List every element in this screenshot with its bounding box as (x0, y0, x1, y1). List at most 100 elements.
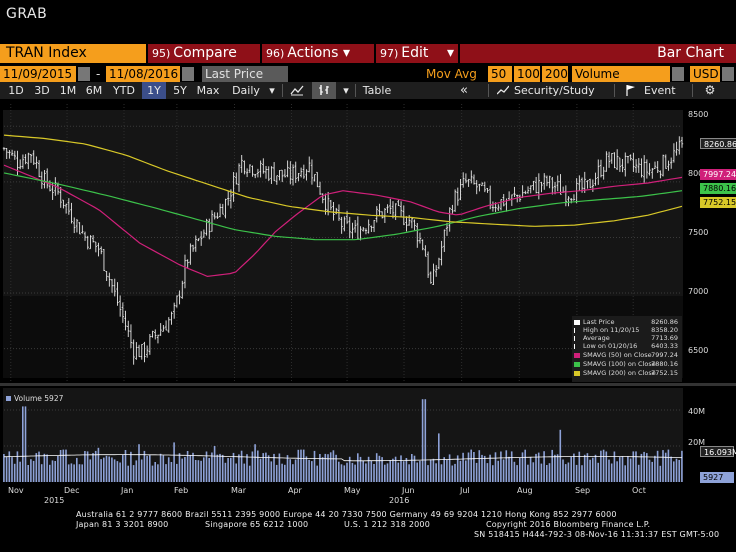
volume-panel (3, 388, 683, 482)
mov-avg-50-field[interactable]: 50 (488, 66, 512, 82)
ohlc-bar (370, 225, 373, 232)
ohlc-bar (475, 180, 478, 195)
ohlc-bar (597, 159, 600, 185)
volume-bar (124, 450, 127, 482)
period-5y-button[interactable]: 5Y (173, 84, 187, 97)
end-date-field[interactable]: 11/08/2016 (106, 66, 180, 82)
ohlc-bar (364, 228, 368, 235)
ohlc-bar (543, 173, 546, 190)
period-1m-button[interactable]: 1M (59, 84, 77, 97)
period-ytd-button[interactable]: YTD (113, 84, 135, 97)
volume-bar (297, 449, 300, 482)
ohlc-bar (24, 154, 27, 165)
volume-bar (235, 463, 237, 482)
volume-bar (27, 465, 29, 482)
chart-type-button[interactable]: Bar Chart (460, 44, 736, 63)
lower-panel-dropdown[interactable] (672, 67, 684, 81)
volume-bar (305, 456, 308, 482)
volume-bar (548, 463, 551, 482)
volume-bar (49, 464, 51, 482)
event-button[interactable]: Event (644, 84, 676, 97)
bar-style-icon[interactable] (312, 82, 336, 99)
period-max-button[interactable]: Max (196, 84, 220, 97)
volume-bar (651, 461, 653, 482)
currency-dropdown[interactable] (722, 67, 734, 81)
price-chart[interactable] (0, 100, 736, 384)
ohlc-bar (5, 148, 8, 159)
ohlc-bar (191, 244, 195, 252)
ohlc-bar (615, 149, 619, 170)
volume-bar (62, 449, 65, 482)
compare-button[interactable]: 95) Compare (148, 44, 260, 63)
ohlc-bar (548, 175, 551, 189)
volume-bar (659, 465, 662, 482)
legend-smavg50: SMAVG (50) on Close 7997.24 (574, 351, 680, 359)
lower-panel-select[interactable]: Volume (572, 66, 670, 82)
smavg100-tag: 7880.16 (700, 183, 736, 194)
ohlc-bar (348, 216, 351, 239)
volume-bar (76, 457, 78, 482)
period-1d-button[interactable]: 1D (8, 84, 24, 97)
ohlc-bar (659, 170, 662, 179)
currency-select[interactable]: USD (690, 66, 720, 82)
start-calendar-icon[interactable] (78, 67, 90, 81)
volume-bottom-tag: 5927 (700, 472, 734, 483)
ohlc-bar (275, 175, 279, 185)
volume-bar (22, 406, 24, 482)
volume-chart[interactable] (0, 386, 736, 486)
volume-bar (230, 457, 232, 482)
period-3d-button[interactable]: 3D (34, 84, 50, 97)
frequency-select[interactable]: Daily (232, 84, 260, 97)
volume-bar (343, 465, 346, 482)
ohlc-bar (599, 159, 603, 178)
ohlc-bar (356, 216, 360, 240)
period-1y-button[interactable]: 1Y (142, 82, 166, 99)
security-study-button[interactable]: Security/Study (514, 84, 595, 97)
start-date-field[interactable]: 11/09/2015 (0, 66, 76, 82)
line-draw-icon[interactable] (288, 82, 306, 99)
ohlc-bar (159, 323, 162, 336)
ohlc-bar (213, 212, 216, 220)
volume-bar (221, 454, 224, 482)
bar-style-dropdown-icon[interactable]: ▾ (343, 84, 349, 97)
volume-bar (348, 456, 351, 482)
ohlc-bar (410, 217, 414, 229)
volume-bar (140, 459, 143, 482)
volume-bar (556, 454, 559, 482)
volume-bar (262, 453, 264, 482)
volume-bar (532, 462, 535, 482)
ohlc-bar (118, 295, 122, 317)
ohlc-bar (175, 295, 179, 308)
footer-contacts-japan: Japan 81 3 3201 8900 (76, 520, 169, 529)
panel-divider[interactable] (0, 383, 736, 386)
price-field-select[interactable]: Last Price (202, 66, 288, 82)
period-6m-button[interactable]: 6M (85, 84, 103, 97)
settings-gear-icon[interactable]: ⚙ (704, 83, 716, 97)
x-tick-label: Nov (8, 486, 24, 495)
footer-contacts-singapore: Singapore 65 6212 1000 (205, 520, 309, 529)
collapse-left-icon[interactable]: « (460, 83, 468, 98)
volume-bar (327, 454, 329, 482)
volume-bar (535, 453, 537, 482)
volume-bar (440, 464, 443, 482)
volume-bar (103, 457, 105, 482)
mov-avg-100-field[interactable]: 100 (514, 66, 540, 82)
volume-tick-20m: 20M (688, 438, 706, 447)
volume-average-line (3, 454, 683, 462)
volume-bar (656, 450, 659, 482)
mov-avg-200-field[interactable]: 200 (542, 66, 568, 82)
ohlc-bar (386, 204, 389, 213)
volume-bar (551, 449, 553, 482)
ticker-field[interactable]: TRAN Index (0, 44, 146, 63)
volume-bar (351, 462, 354, 482)
smavg50-line (3, 164, 683, 278)
actions-dropdown-icon: ▾ (342, 45, 350, 61)
frequency-dropdown-icon[interactable]: ▾ (269, 84, 275, 97)
ohlc-bar (451, 204, 454, 214)
ohlc-bar (424, 245, 427, 257)
actions-button[interactable]: 96) Actions ▾ (262, 44, 374, 63)
end-calendar-icon[interactable] (182, 67, 194, 81)
edit-button[interactable]: 97) Edit ▾ (376, 44, 458, 63)
volume-bar (475, 462, 478, 482)
table-button[interactable]: Table (362, 84, 392, 97)
